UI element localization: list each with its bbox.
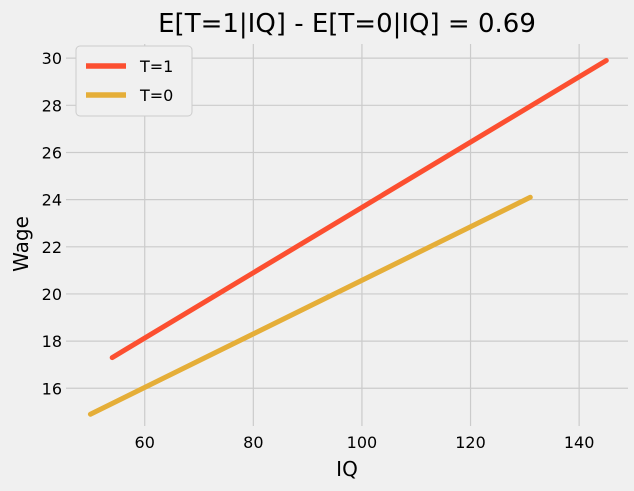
- y-tick-label: 16: [42, 379, 62, 398]
- chart-title: E[T=1|IQ] - E[T=0|IQ] = 0.69: [158, 9, 536, 39]
- legend-label-t0: T=0: [139, 86, 173, 105]
- legend-label-t1: T=1: [139, 57, 173, 76]
- y-tick-label: 22: [42, 238, 62, 257]
- x-tick-labels: 60 80 100 120 140: [135, 433, 595, 452]
- x-tick-label: 120: [455, 433, 486, 452]
- y-tick-label: 18: [42, 332, 62, 351]
- x-tick-label: 60: [135, 433, 155, 452]
- series-layer: [87, 58, 609, 417]
- y-tick-label: 30: [42, 49, 62, 68]
- legend-box: [75, 45, 193, 117]
- y-tick-labels: 16 18 20 22 24 26 28 30: [42, 49, 62, 398]
- x-tick-label: 100: [347, 433, 378, 452]
- series-line-t0: [87, 194, 533, 417]
- y-axis-label: Wage: [9, 216, 33, 272]
- y-tick-label: 26: [42, 143, 62, 162]
- y-tick-label: 28: [42, 96, 62, 115]
- x-axis-label: IQ: [336, 457, 358, 481]
- x-tick-label: 140: [564, 433, 595, 452]
- x-tick-label: 80: [243, 433, 263, 452]
- legend: T=1 T=0: [75, 45, 193, 117]
- y-tick-label: 20: [42, 285, 62, 304]
- y-tick-label: 24: [42, 191, 62, 210]
- grid: [66, 44, 628, 426]
- series-line-t1: [109, 58, 609, 361]
